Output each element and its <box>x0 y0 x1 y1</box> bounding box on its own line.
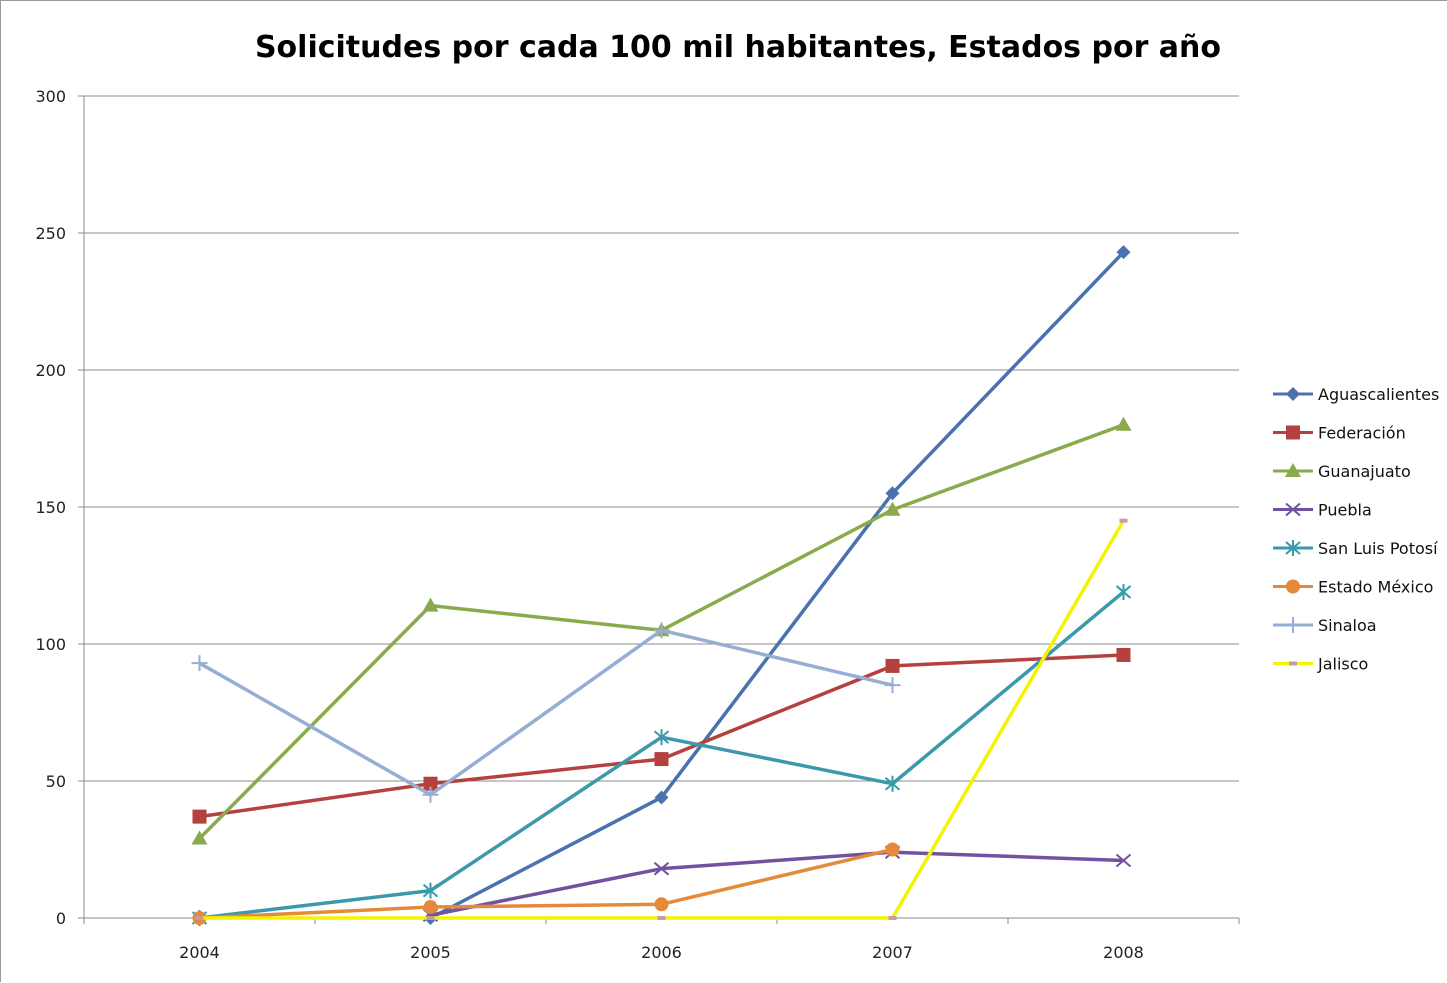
legend-label: San Luis Potosí <box>1318 539 1438 558</box>
legend-item: Federación <box>1273 424 1406 443</box>
y-tick-label: 250 <box>35 224 66 243</box>
y-tick-label: 200 <box>35 361 66 380</box>
data-point <box>889 916 897 920</box>
legend-label: Jalisco <box>1317 655 1368 674</box>
legend: Aguascalientes Federación Guanajuato Puebla… <box>1273 385 1439 674</box>
data-point <box>658 916 666 920</box>
y-tick-label: 50 <box>46 772 66 791</box>
data-point <box>427 916 435 920</box>
data-point <box>655 752 669 766</box>
legend-marker <box>1286 387 1300 401</box>
legend-label: Sinaloa <box>1318 616 1377 635</box>
data-point <box>196 916 204 920</box>
data-point <box>655 897 669 911</box>
data-point <box>886 843 900 857</box>
y-tick-label: 300 <box>35 87 66 106</box>
series-jalisco <box>196 519 1128 920</box>
data-point <box>885 677 901 693</box>
series-lines <box>192 245 1132 926</box>
data-point <box>424 900 438 914</box>
x-tick-label: 2004 <box>179 943 220 962</box>
y-tick-label: 100 <box>35 635 66 654</box>
legend-marker <box>1286 426 1300 440</box>
legend-label: Estado México <box>1318 578 1433 597</box>
legend-item: Puebla <box>1273 501 1372 520</box>
series-puebla <box>424 846 1131 921</box>
series-line <box>200 521 1124 918</box>
data-point <box>1117 648 1131 662</box>
series-line <box>431 252 1124 918</box>
legend-marker <box>1286 580 1300 594</box>
data-point <box>886 659 900 673</box>
data-point <box>1116 417 1132 431</box>
legend-label: Federación <box>1318 424 1406 443</box>
axes: 0 50 100 150 200 250 300 2004 2005 2006 2007 2008 <box>35 87 1239 962</box>
y-tick-label: 150 <box>35 498 66 517</box>
series-sinaloa <box>192 622 901 802</box>
legend-item: San Luis Potosí <box>1273 539 1438 558</box>
legend-item: Guanajuato <box>1273 462 1411 481</box>
x-tick-label: 2008 <box>1103 943 1144 962</box>
legend-marker <box>1285 617 1301 633</box>
legend-item: Estado México <box>1273 578 1433 597</box>
x-tick-label: 2006 <box>641 943 682 962</box>
legend-label: Guanajuato <box>1318 462 1411 481</box>
data-point <box>193 810 207 824</box>
chart-title: Solicitudes por cada 100 mil habitantes,… <box>255 30 1221 65</box>
series-estado-mexico <box>193 843 900 926</box>
data-point <box>1120 519 1128 523</box>
data-point <box>192 655 208 671</box>
legend-label: Puebla <box>1318 501 1372 520</box>
y-tick-label: 0 <box>56 909 66 928</box>
legend-item: Sinaloa <box>1273 616 1377 635</box>
x-tick-label: 2007 <box>872 943 913 962</box>
legend-label: Aguascalientes <box>1318 385 1439 404</box>
legend-marker <box>1289 662 1297 666</box>
legend-item: Aguascalientes <box>1273 385 1439 404</box>
legend-item: Jalisco <box>1273 655 1368 674</box>
x-tick-label: 2005 <box>410 943 451 962</box>
